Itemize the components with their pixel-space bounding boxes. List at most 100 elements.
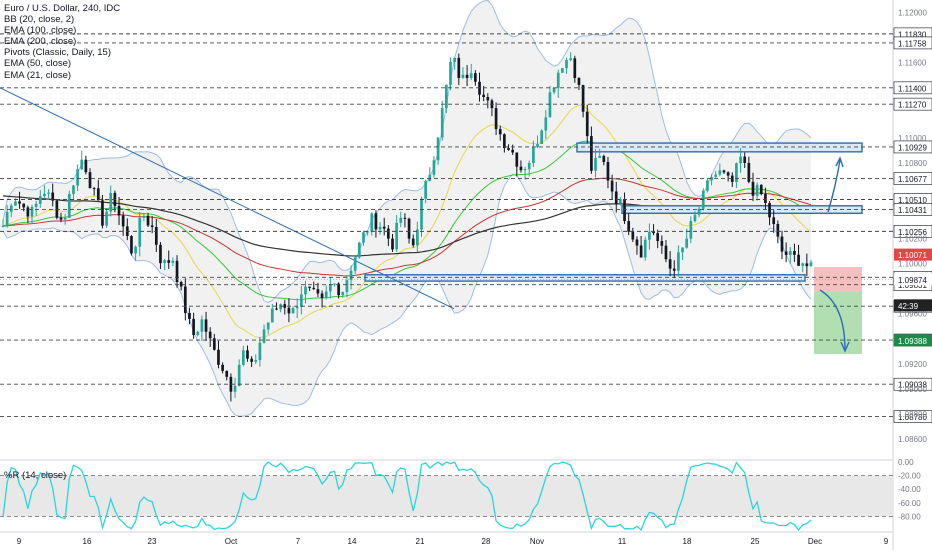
time-tick-label: 7 [296,537,301,546]
candle-body [532,147,535,164]
legend-indicator[interactable]: Pivots (Classic, Daily, 15) [4,47,111,59]
candle-body [627,221,631,232]
williams-r-band [0,475,893,517]
candle-body [266,322,270,330]
candle-body [183,286,187,314]
candle-body [656,233,660,242]
pivot-price-label: 1.09038 [898,381,927,390]
ema-21-line [2,104,812,339]
candle-body [523,169,527,171]
pivot-price-tag [893,97,932,111]
price-tick-label: 1.10000 [898,260,927,269]
legend-indicator[interactable]: EMA (200, close) [4,36,77,48]
pivot-price-tag [893,36,932,50]
candle-body [30,207,34,217]
candle-body [511,149,515,153]
candle-body [233,385,237,392]
countdown-tag: 42:39 [898,302,919,311]
candle-body [370,213,374,232]
candle-body [316,289,320,294]
price-tick-label: 1.08800 [898,410,927,419]
legend-indicator[interactable]: BB (20, close, 2) [4,14,75,26]
pivot-price-label: 1.08780 [898,413,927,422]
candle-body [797,254,800,266]
candle-body [569,58,573,60]
candle-body [718,170,722,175]
candle-body [445,84,448,109]
candle-body [283,304,287,308]
candle-body [43,193,46,197]
candle-body [26,207,30,217]
candle-body [428,174,432,181]
pivot-price-label: 1.10677 [898,175,927,184]
candle-body [623,199,626,222]
price-tick-label: 1.10800 [898,159,927,168]
candle-body [693,214,697,222]
time-tick-label: 11 [618,537,627,546]
candle-body [772,217,776,225]
candle-body [324,291,328,299]
pivot-price-tag [893,140,932,154]
williams-r-tick-label: -20.00 [898,472,921,481]
bullish-arrow-head [835,156,844,168]
candle-body [225,370,229,377]
candle-body [527,163,531,170]
candle-body [751,181,755,196]
candle-body [759,184,763,195]
candle-body [258,342,262,361]
candle-body [88,172,92,189]
candle-body [465,74,469,79]
price-tick-label: 1.09600 [898,310,927,319]
candle-body [287,307,291,314]
candle-body [374,213,378,230]
candle-body [710,176,713,181]
candle-body [291,308,295,314]
candle-body [353,257,357,271]
current-price-tag: 1.10071 [898,251,927,260]
candle-body [188,313,191,319]
pivot-price-tag [893,81,932,95]
candle-body [72,185,75,195]
time-tick-label: Nov [530,537,544,546]
candle-body [664,245,668,260]
legend-indicator[interactable]: EMA (100, close) [4,25,77,37]
candle-body [573,58,577,79]
candle-body [5,211,9,227]
candle-body [581,85,585,112]
candle-body [358,242,361,258]
pivot-price-label: 1.11270 [898,101,927,110]
williams-r-legend[interactable]: %R (14, close) [4,470,67,481]
candle-body [38,196,42,204]
williams-r-tick-label: -60.00 [898,499,921,508]
candle-body [635,239,639,246]
time-tick-label: 9 [884,537,889,546]
candle-body [681,247,684,253]
legend-indicator[interactable]: EMA (50, close) [4,58,72,70]
time-tick-label: 23 [148,537,157,546]
time-tick-label: 16 [83,537,92,546]
chart-legend: Euro / U.S. Dollar, 240, IDC BB (20, clo… [4,3,120,81]
candle-body [134,246,137,254]
price-tick-label: 1.09200 [898,360,927,369]
candle-body [486,97,490,101]
candle-body [304,286,307,295]
pivot-price-label: 1.10510 [898,196,927,205]
candle-body [739,156,742,164]
candle-body [730,175,734,182]
candle-body [167,260,171,263]
candle-body [212,338,216,350]
time-tick-label: 21 [416,537,425,546]
candle-body [747,162,751,182]
candle-body [366,231,369,233]
time-tick-label: 25 [751,537,760,546]
candle-body [63,217,67,220]
legend-indicator[interactable]: EMA (21, close) [4,69,72,81]
candle-body [241,350,245,365]
pivot-price-label: 1.11400 [898,84,927,93]
candle-body [192,318,195,335]
candle-body [196,331,200,335]
candle-body [221,364,224,371]
candle-body [76,169,79,186]
candle-body [507,148,510,150]
